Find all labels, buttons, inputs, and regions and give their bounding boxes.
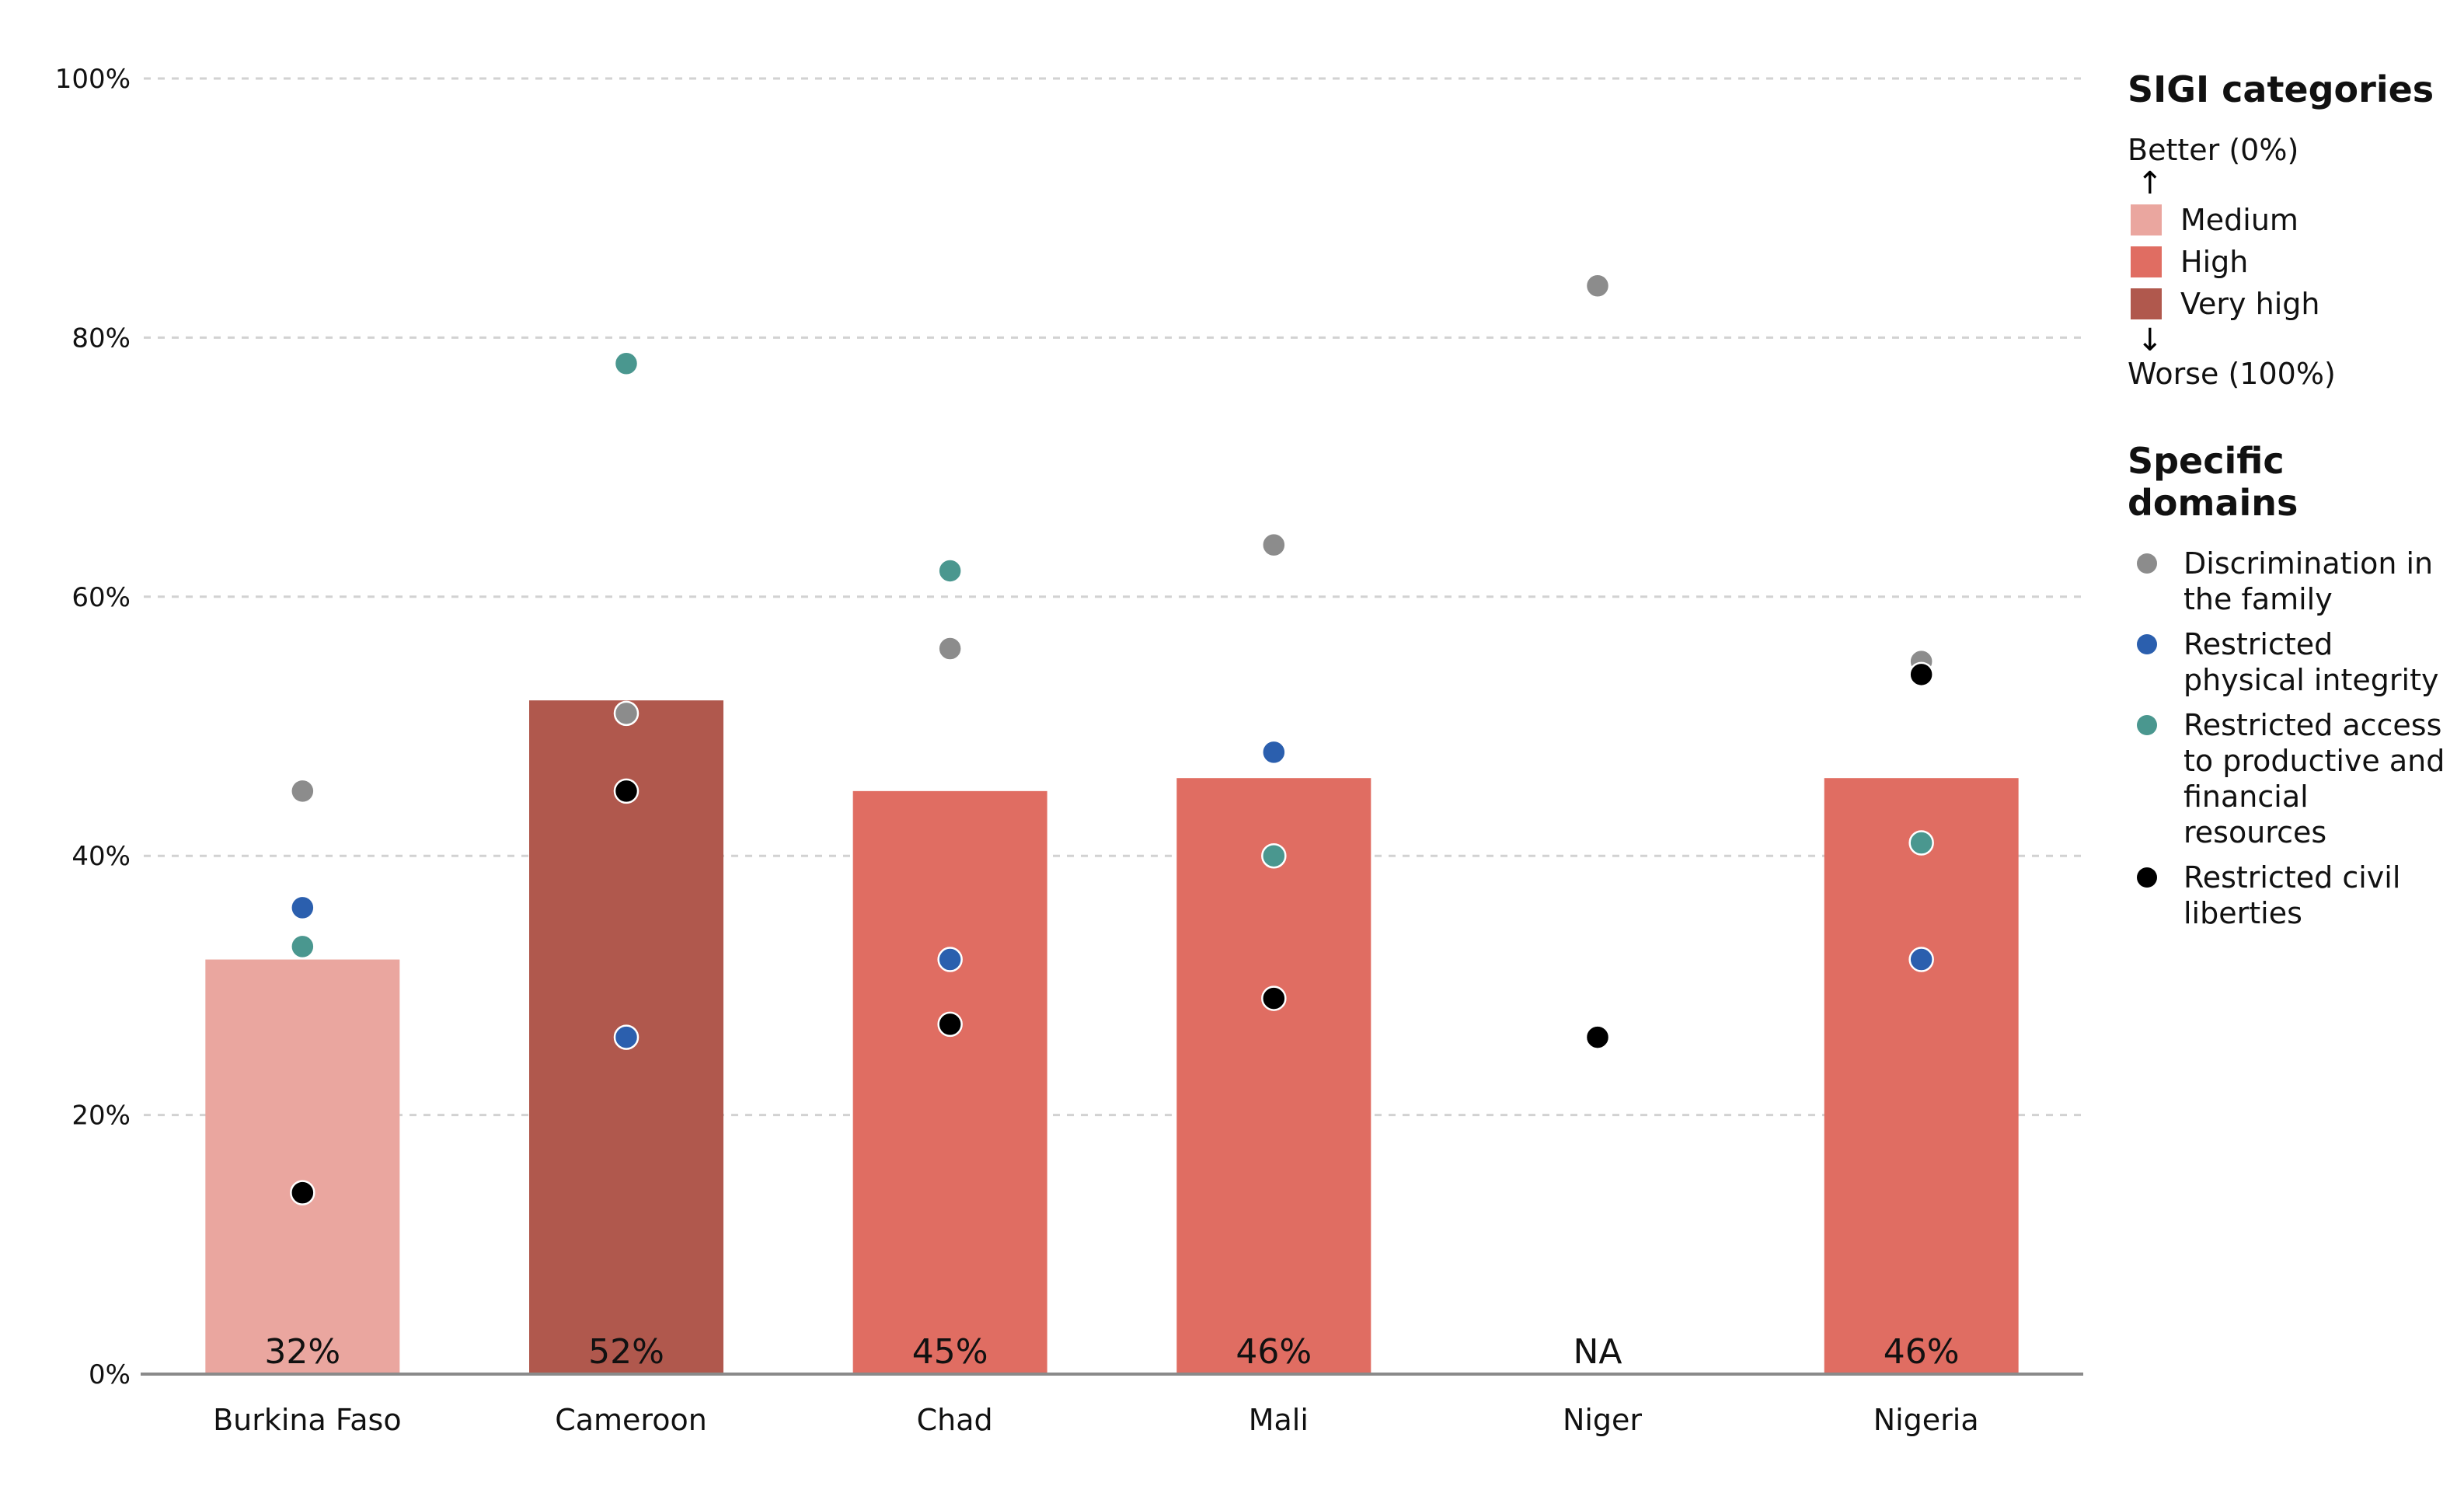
y-tick-label: 0%	[89, 1359, 131, 1390]
y-tick-label: 80%	[71, 323, 131, 354]
domain-point	[613, 351, 640, 376]
bar-value-label: 46%	[1884, 1332, 1960, 1372]
x-tick-label: Burkina Faso	[213, 1403, 402, 1437]
domain-point	[613, 700, 640, 727]
legend-domain-label: Restricted civil liberties	[2183, 860, 2401, 930]
y-axis: 0% 20% 40% 60% 80% 100%	[55, 64, 131, 1390]
legend-category-label: High	[2180, 245, 2249, 279]
legend-categories-title: SIGI categories	[2128, 68, 2434, 110]
legend-category-label: Medium	[2180, 203, 2298, 237]
x-tick-label: Mali	[1249, 1403, 1309, 1437]
category-swatch	[2131, 246, 2162, 277]
category-swatch	[2131, 288, 2162, 319]
bar-value-label: 46%	[1235, 1332, 1312, 1372]
domain-dot	[2137, 553, 2157, 574]
bar-labels: 32% 52% 45% 46% NA 46%	[264, 1332, 1959, 1372]
domain-point	[1261, 739, 1287, 766]
bar-value-label: 52%	[588, 1332, 664, 1372]
legend-category-item: High	[2128, 241, 2454, 283]
domain-point	[1584, 1024, 1611, 1050]
legend: SIGI categories Better (0%) ↑ Medium Hig…	[2128, 68, 2454, 940]
y-tick-label: 60%	[71, 582, 131, 613]
domain-points	[290, 273, 1934, 1205]
legend-domain-list: Discrimination in the family Restricted …	[2128, 546, 2454, 931]
legend-category-item: Medium	[2128, 199, 2454, 241]
domain-point	[1584, 273, 1611, 298]
legend-domain-item: Restricted access to productive and fina…	[2128, 707, 2454, 850]
bar-value-label: NA	[1573, 1332, 1622, 1372]
arrow-down-icon: ↓	[2137, 323, 2163, 358]
legend-worse-label: Worse (100%)	[2128, 357, 2336, 391]
legend-domain-item: Restricted civil liberties	[2128, 860, 2454, 931]
domain-point	[290, 1180, 315, 1205]
domain-dot	[2137, 715, 2157, 735]
arrow-up-icon: ↑	[2137, 166, 2163, 201]
domain-point	[290, 895, 315, 921]
domain-point	[613, 1024, 640, 1050]
bar-value-label: 45%	[912, 1332, 988, 1372]
bar	[205, 959, 400, 1374]
domain-point	[1261, 532, 1287, 558]
bar	[852, 790, 1047, 1374]
bars	[205, 700, 2019, 1374]
domain-point	[1908, 947, 1934, 972]
legend-domain-item: Restricted physical integrity	[2128, 626, 2454, 698]
legend-domains-title: Specific domains	[2128, 440, 2298, 524]
x-tick-label: Chad	[917, 1403, 993, 1437]
legend-category-item: Very high	[2128, 283, 2454, 325]
domain-point	[290, 778, 315, 804]
category-swatch	[2131, 204, 2162, 235]
domain-point	[1261, 842, 1287, 869]
legend-better-label: Better (0%)	[2128, 133, 2299, 167]
domain-dot	[2137, 867, 2157, 888]
x-tick-label: Cameroon	[555, 1403, 707, 1437]
legend-category-label: Very high	[2180, 287, 2320, 321]
domain-dot	[2137, 634, 2157, 654]
y-tick-label: 100%	[55, 64, 131, 95]
domain-point	[937, 1011, 963, 1038]
domain-point	[937, 947, 963, 972]
x-tick-label: Niger	[1563, 1403, 1642, 1437]
domain-point	[1261, 985, 1287, 1011]
domain-point	[937, 636, 963, 661]
y-tick-label: 40%	[71, 841, 131, 872]
legend-domain-label: Discrimination in the family	[2183, 546, 2434, 616]
x-tick-label: Nigeria	[1873, 1403, 1979, 1437]
bar	[1824, 778, 2019, 1374]
legend-domain-label: Restricted access to productive and fina…	[2183, 708, 2445, 849]
domain-point	[937, 558, 963, 584]
legend-domain-label: Restricted physical integrity	[2183, 627, 2439, 697]
sigi-chart: 0% 20% 40% 60% 80% 100% 32% 52% 45% 46% NA 46% Bur…	[55, 64, 2083, 1437]
legend-category-list: Medium High Very high	[2128, 199, 2454, 325]
bar	[1176, 778, 1371, 1374]
domain-point	[1908, 661, 1934, 688]
legend-domain-item: Discrimination in the family	[2128, 546, 2454, 617]
domain-point	[1908, 830, 1934, 856]
bar-value-label: 32%	[264, 1332, 340, 1372]
domain-point	[613, 778, 640, 804]
y-tick-label: 20%	[71, 1101, 131, 1132]
x-axis-labels: Burkina Faso Cameroon Chad Mali Niger Nigeria	[213, 1403, 1979, 1437]
domain-point	[290, 933, 315, 960]
grid-lines	[144, 77, 2083, 1117]
